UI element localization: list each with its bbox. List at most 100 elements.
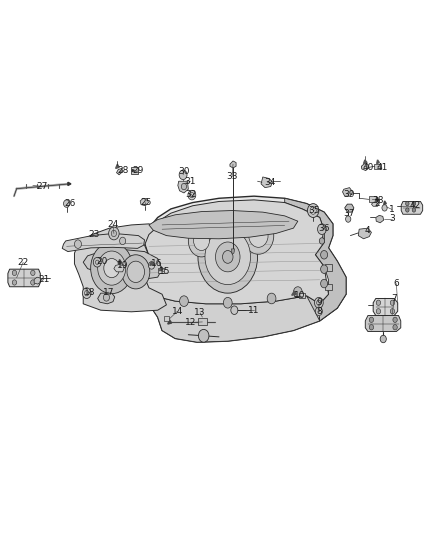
Text: 33: 33 (226, 173, 238, 181)
Circle shape (122, 255, 150, 289)
Circle shape (179, 170, 187, 180)
Circle shape (382, 205, 387, 211)
Bar (299, 293, 305, 298)
Text: 24: 24 (107, 221, 119, 229)
Circle shape (393, 317, 397, 322)
Circle shape (390, 309, 395, 314)
Circle shape (321, 265, 328, 273)
Polygon shape (150, 261, 153, 265)
Circle shape (109, 227, 119, 240)
Polygon shape (364, 160, 367, 164)
Polygon shape (384, 201, 386, 205)
Circle shape (98, 251, 126, 285)
Text: 19: 19 (117, 261, 128, 270)
Polygon shape (377, 160, 379, 164)
Circle shape (31, 270, 35, 276)
Text: 32: 32 (186, 190, 197, 198)
Circle shape (188, 225, 215, 257)
Circle shape (205, 229, 251, 285)
Text: 31: 31 (185, 177, 196, 185)
Circle shape (181, 183, 187, 190)
Text: 4: 4 (364, 227, 370, 235)
Circle shape (310, 207, 316, 214)
Text: 12: 12 (185, 318, 196, 327)
Text: 18: 18 (84, 288, 95, 296)
Text: 10: 10 (294, 292, 306, 300)
Circle shape (317, 300, 321, 305)
Polygon shape (261, 177, 272, 188)
Circle shape (369, 317, 374, 322)
Text: 16: 16 (151, 260, 162, 268)
Polygon shape (376, 197, 379, 201)
Bar (325, 264, 332, 271)
Polygon shape (118, 260, 122, 264)
Circle shape (103, 294, 110, 301)
Text: 26: 26 (64, 199, 76, 208)
Bar (163, 316, 169, 321)
Circle shape (231, 306, 238, 314)
Text: 1: 1 (389, 205, 395, 214)
Circle shape (314, 297, 323, 308)
Polygon shape (83, 249, 162, 280)
Circle shape (104, 259, 120, 278)
Circle shape (127, 261, 145, 282)
Text: 23: 23 (88, 230, 100, 239)
Circle shape (111, 230, 117, 237)
Circle shape (321, 251, 328, 259)
Circle shape (321, 279, 328, 288)
Text: 17: 17 (103, 288, 114, 296)
Circle shape (406, 201, 409, 206)
Circle shape (198, 329, 209, 342)
Text: 21: 21 (38, 275, 49, 284)
Polygon shape (149, 290, 346, 342)
Circle shape (319, 238, 325, 244)
Circle shape (120, 237, 126, 245)
Polygon shape (8, 269, 40, 287)
Circle shape (318, 224, 326, 235)
Polygon shape (68, 182, 71, 185)
Text: 7: 7 (391, 294, 397, 303)
Polygon shape (62, 233, 145, 252)
Text: 27: 27 (36, 182, 48, 191)
Circle shape (346, 216, 351, 222)
Circle shape (249, 224, 268, 247)
Polygon shape (376, 215, 384, 223)
Circle shape (64, 200, 70, 207)
Polygon shape (401, 201, 423, 214)
Polygon shape (373, 298, 398, 316)
Polygon shape (117, 168, 123, 175)
Polygon shape (361, 164, 369, 171)
Text: 15: 15 (159, 268, 170, 276)
Polygon shape (116, 164, 119, 168)
Polygon shape (292, 291, 296, 295)
Text: 22: 22 (18, 258, 29, 266)
Circle shape (215, 242, 240, 272)
Polygon shape (149, 211, 298, 239)
Circle shape (369, 325, 374, 330)
Bar (325, 284, 332, 290)
Text: 35: 35 (309, 206, 320, 214)
Polygon shape (285, 198, 346, 321)
Text: 34: 34 (264, 178, 276, 187)
Text: 39: 39 (343, 190, 354, 198)
Circle shape (31, 280, 35, 285)
Text: 20: 20 (96, 257, 107, 265)
Polygon shape (358, 228, 371, 239)
Text: 6: 6 (393, 279, 399, 288)
Text: 37: 37 (343, 209, 354, 217)
Bar (158, 268, 164, 273)
Circle shape (91, 243, 133, 294)
Text: 38: 38 (372, 196, 383, 205)
Circle shape (12, 280, 17, 285)
Circle shape (406, 208, 409, 212)
Bar (198, 318, 207, 325)
Circle shape (293, 287, 302, 297)
Text: 8: 8 (317, 308, 323, 316)
Text: 3: 3 (389, 214, 395, 223)
Circle shape (390, 300, 395, 305)
Circle shape (243, 217, 274, 254)
Polygon shape (74, 224, 166, 312)
Bar (374, 164, 381, 169)
Circle shape (12, 270, 17, 276)
Text: 14: 14 (172, 307, 183, 316)
